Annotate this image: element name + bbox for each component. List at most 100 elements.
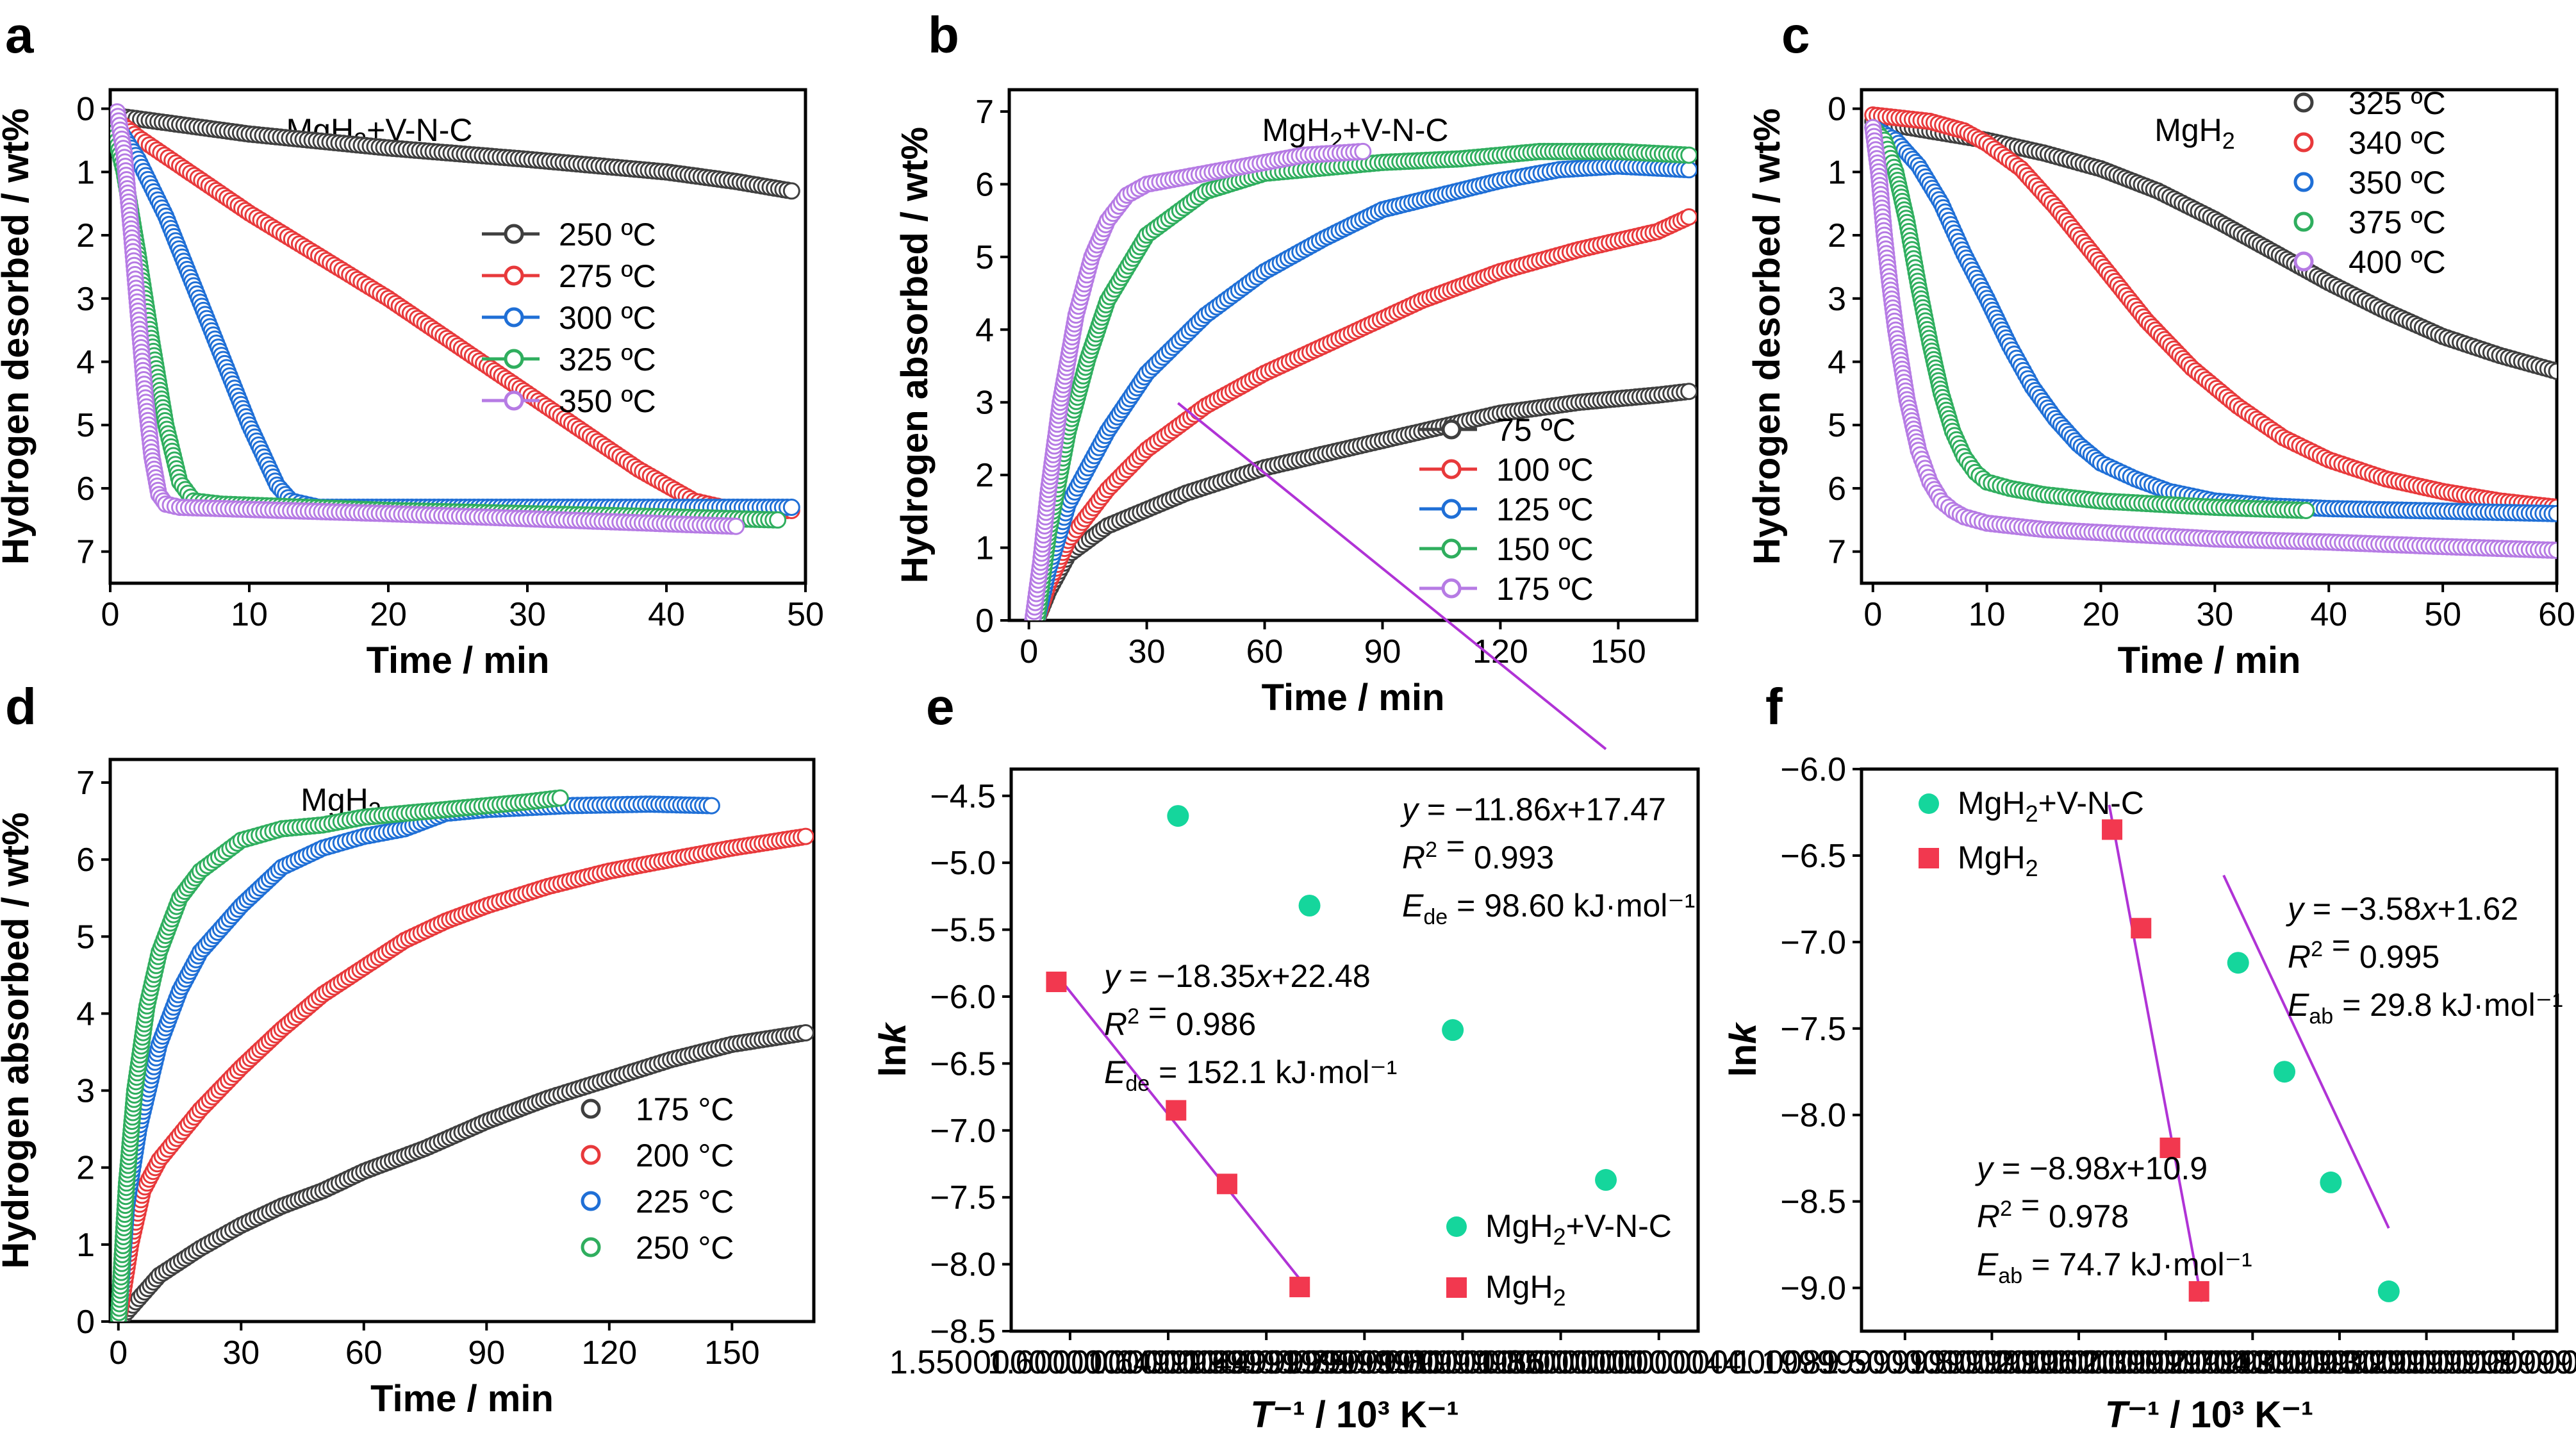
y-tick-label: 0: [76, 1304, 95, 1341]
y-tick-label: −7.5: [1780, 1011, 1846, 1048]
y-tick-label: −8.0: [930, 1247, 996, 1284]
legend-label: 275 ºC: [559, 258, 656, 294]
data-point: [782, 182, 800, 200]
x-tick-label: 3.29999999999999982: [2342, 1344, 2576, 1381]
y-tick-label: −4.5: [930, 778, 996, 815]
data-point: [2548, 542, 2557, 560]
fit-line: [2222, 874, 2390, 1229]
x-tick-label: 50: [787, 596, 824, 633]
fit-activation-energy: Ede = 98.60 kJ·mol⁻¹: [1402, 888, 1695, 929]
legend-label: 225 °C: [636, 1184, 734, 1220]
x-tick-label: 90: [468, 1334, 505, 1372]
y-tick-label: 7: [76, 534, 95, 571]
series-4: [1028, 142, 1697, 620]
x-tick-label: 30: [509, 596, 546, 633]
data-point: [2548, 362, 2557, 380]
legend-swatch: [1446, 1277, 1467, 1298]
data-point: [702, 797, 720, 815]
fit-r2: R2 = 0.995: [2288, 927, 2440, 975]
fit-equation: y = −11.86x+17.47: [1400, 792, 1666, 827]
panel-a: a 0 10 20 30 40 50 0 1 2 3 4 5 6 7 Time / min Hydrogen d…: [0, 6, 824, 681]
fit-activation-energy: Eab = 74.7 kJ·mol⁻¹: [1977, 1247, 2252, 1288]
series-1: [110, 1024, 814, 1322]
y-tick-label: −7.0: [1780, 924, 1846, 961]
legend-label: 340 ºC: [2349, 125, 2446, 161]
legend-swatch: [504, 307, 524, 328]
plot-frame: [108, 758, 816, 1323]
y-tick-label: −6.0: [930, 979, 996, 1016]
y-tick-label: 4: [76, 995, 95, 1032]
panel-label: c: [1781, 6, 1810, 63]
data-point: [1166, 1100, 1187, 1121]
y-tick-label: 5: [76, 407, 95, 444]
legend-swatch: [2293, 211, 2314, 232]
x-tick-label: 30: [2196, 596, 2233, 633]
y-axis-label: Hydrogen absorbed / wt%: [0, 812, 37, 1268]
y-axis-label: Hydrogen desorbed / wt%: [1746, 108, 1788, 565]
data-point: [2548, 504, 2557, 522]
x-tick-label: 50: [2424, 596, 2461, 633]
data-point: [2320, 1171, 2342, 1193]
data-point: [1680, 383, 1697, 401]
x-tick-label: 40: [648, 596, 685, 633]
legend-swatch: [504, 349, 524, 369]
y-tick-label: 6: [76, 470, 95, 508]
x-tick-label: 40: [2310, 596, 2347, 633]
x-tick-label: 10: [231, 596, 268, 633]
y-tick-label: 7: [76, 765, 95, 802]
x-tick-label: 1.649999999999999911: [1087, 1344, 1446, 1381]
series-2: [2102, 804, 2209, 1302]
legend-swatch: [504, 265, 524, 286]
x-axis-label: Time / min: [370, 1378, 554, 1420]
x-axis-label: T⁻¹ / 10³ K⁻¹: [2105, 1394, 2313, 1436]
fit-equation: y = −3.58x+1.62: [2286, 891, 2518, 927]
data-point: [1298, 894, 1321, 916]
data-point: [2227, 952, 2249, 974]
y-tick-label: 7: [975, 94, 994, 131]
x-tick-label: 120: [581, 1334, 637, 1372]
x-tick-label: 0: [109, 1334, 128, 1372]
y-tick-label: 5: [1828, 407, 1846, 444]
legend-swatch: [2293, 92, 2314, 113]
x-tick-label: 0: [1020, 633, 1038, 670]
series-group: [1024, 142, 1697, 620]
legend-label: 175 ºC: [1496, 571, 1594, 607]
series-2: [1046, 972, 1310, 1298]
y-tick-label: 0: [1828, 91, 1846, 128]
x-tick-label: 2.10000000000000009: [1994, 1344, 2337, 1381]
y-tick-label: 6: [1828, 470, 1846, 508]
y-tick-label: 2: [975, 457, 994, 494]
data-point: [1595, 1169, 1617, 1191]
y-tick-label: −8.5: [1780, 1184, 1846, 1221]
legend-label: 150 ºC: [1496, 531, 1594, 567]
legend-label: 350 ºC: [559, 383, 656, 419]
y-tick-label: 5: [76, 918, 95, 956]
data-point: [1354, 142, 1372, 160]
y-tick-label: 5: [975, 239, 994, 276]
series-group: [110, 103, 800, 535]
series-5: [110, 103, 745, 535]
x-tick-label: 30: [1128, 633, 1166, 670]
legend-swatch: [1919, 793, 1939, 814]
x-axis-label: Time / min: [367, 640, 550, 681]
data-point: [769, 511, 787, 529]
panel-e: e 1.5500000000000000441.60000000000000008…: [872, 402, 1840, 1436]
y-tick-label: −9.0: [1780, 1270, 1846, 1307]
legend: 75 ºC 100 ºC 125 ºC 150 ºC 175 ºC: [1419, 412, 1594, 607]
legend: 175 °C 200 °C 225 °C 250 °C: [581, 1091, 734, 1266]
fit-r2: R2 = 0.978: [1977, 1187, 2129, 1234]
y-axis-label: lnk: [872, 1022, 914, 1077]
plot-frame: [108, 88, 807, 585]
y-tick-label: −8.0: [1780, 1097, 1846, 1134]
legend-label: 100 ºC: [1496, 452, 1594, 488]
series-4: [1864, 119, 2315, 519]
legend-label: 75 ºC: [1496, 412, 1576, 448]
data-point: [2188, 1281, 2209, 1302]
panel-label: e: [926, 678, 955, 735]
legend-swatch: [1919, 848, 1939, 868]
legend-label: 125 ºC: [1496, 492, 1594, 527]
